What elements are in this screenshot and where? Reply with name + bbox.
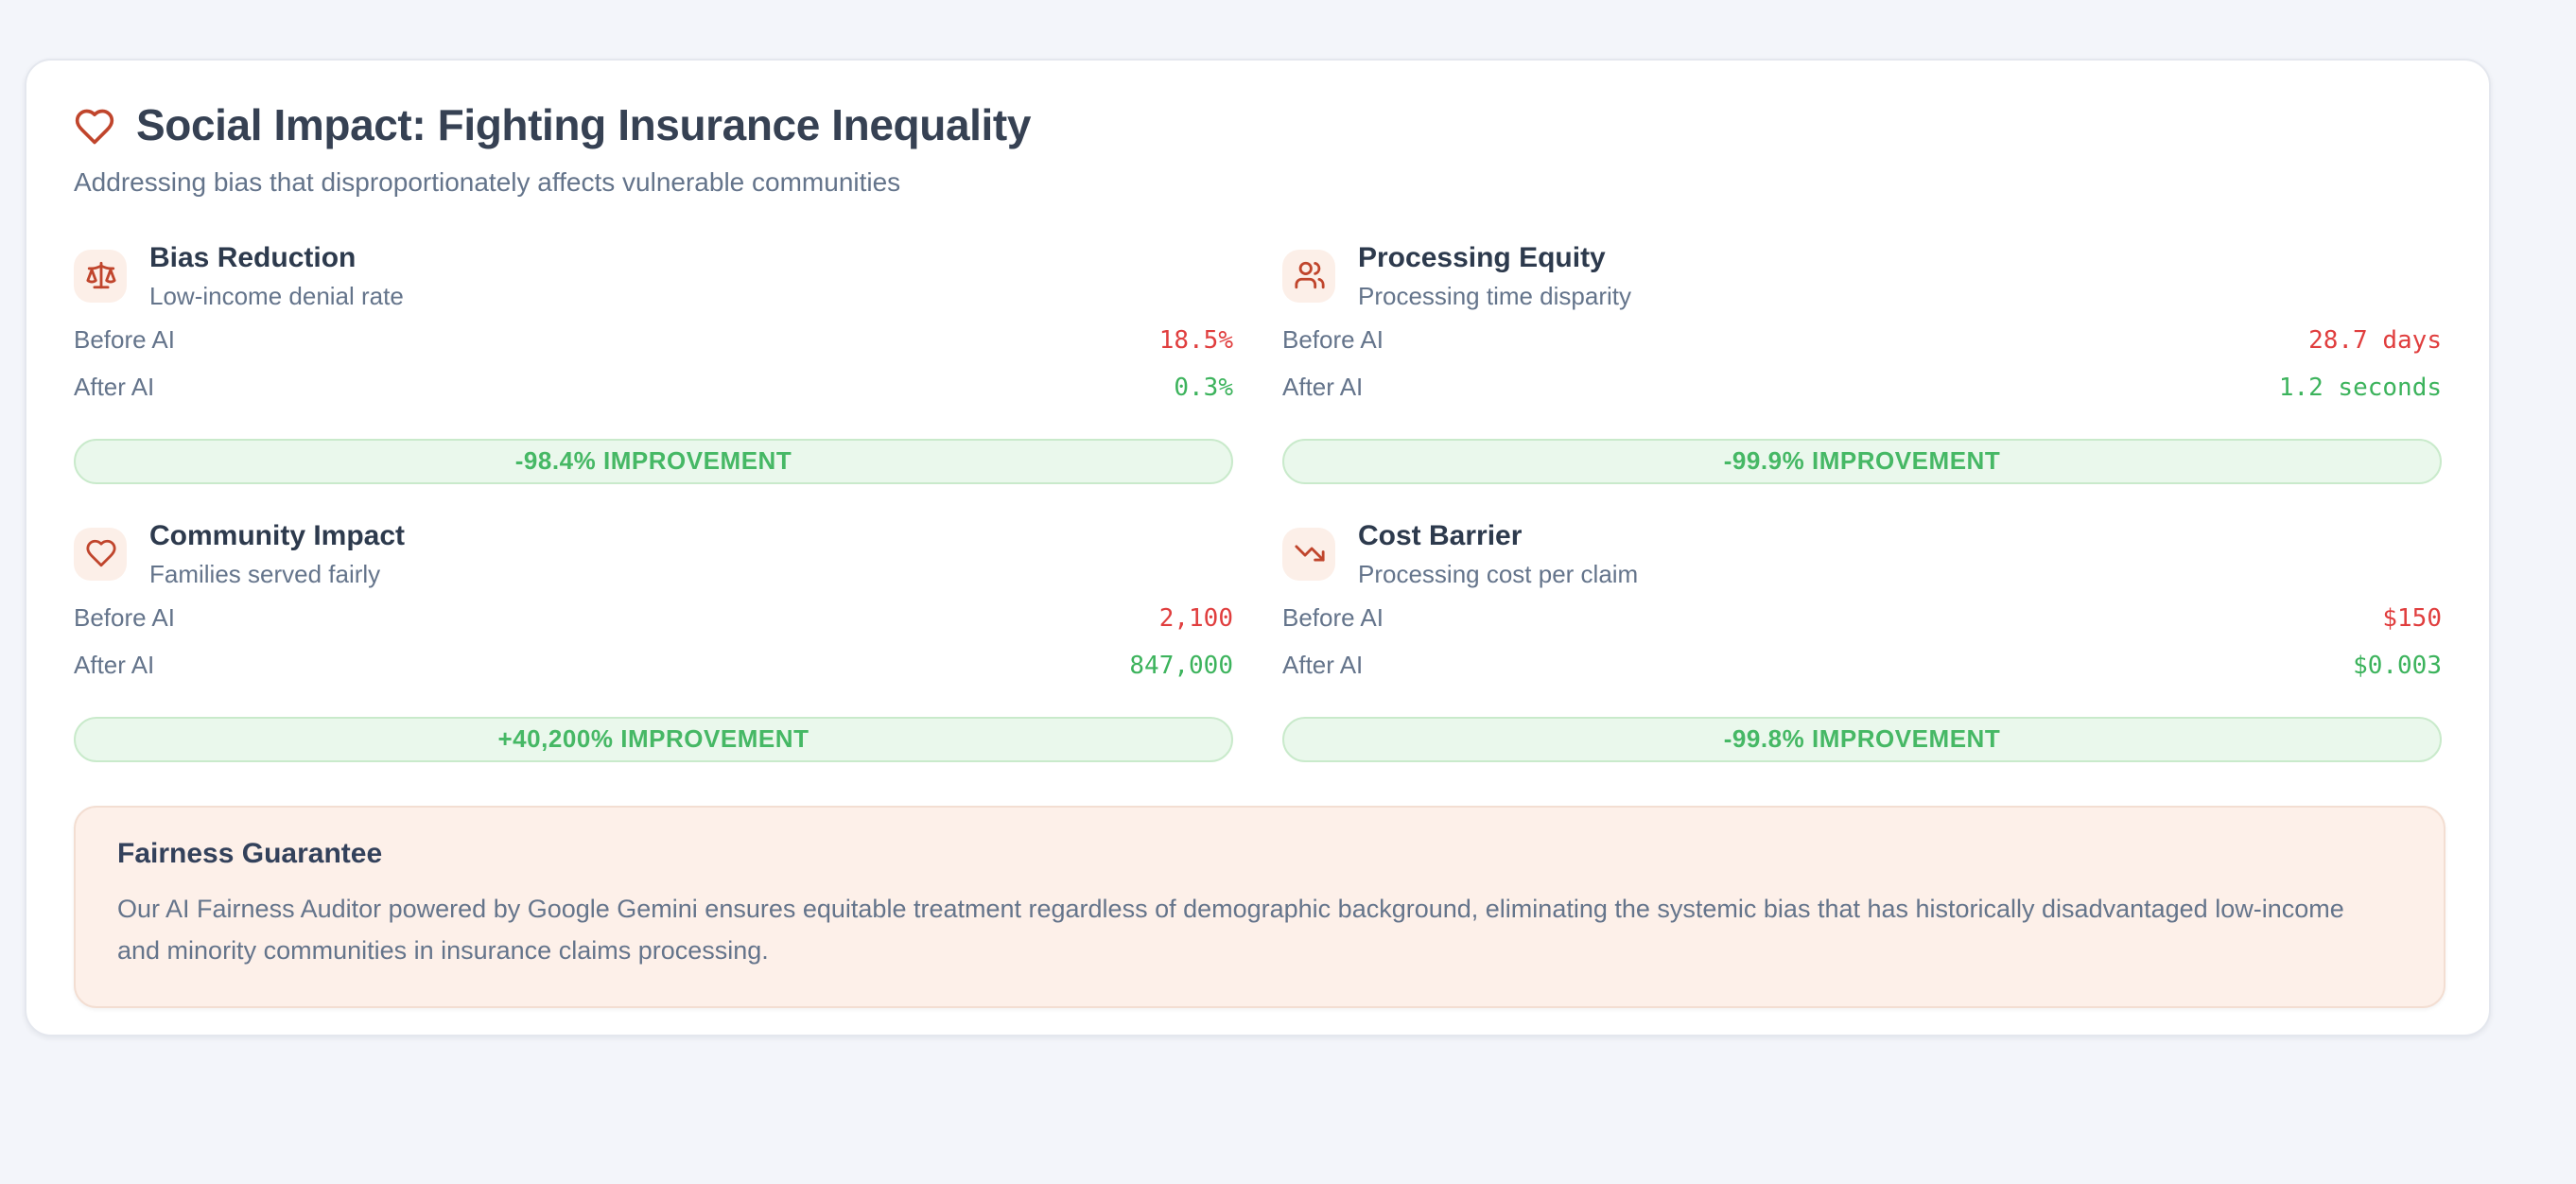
metric-rows: Before AI $150 After AI $0.003	[1282, 603, 2442, 698]
before-ai-row: Before AI $150	[1282, 603, 2442, 651]
before-ai-label: Before AI	[1282, 324, 1384, 354]
metric-icon-chip	[74, 527, 127, 581]
before-ai-row: Before AI 2,100	[74, 603, 1233, 651]
after-ai-row: After AI 847,000	[74, 651, 1233, 698]
trending-down-icon	[1294, 546, 1324, 563]
improvement-badge: -99.9% IMPROVEMENT	[1282, 438, 2442, 484]
page-title: Social Impact: Fighting Insurance Inequa…	[136, 100, 1031, 149]
before-ai-value: 2,100	[1158, 604, 1233, 634]
scales-icon	[85, 262, 115, 289]
after-ai-value: 1.2 seconds	[2278, 374, 2442, 403]
metric-rows: Before AI 18.5% After AI 0.3%	[74, 325, 1233, 420]
metric-header: Processing Equity Processing time dispar…	[1282, 243, 2442, 309]
before-ai-value: $150	[2382, 604, 2442, 634]
metric-icon-chip	[1282, 527, 1335, 581]
metric-card: Cost Barrier Processing cost per claim B…	[1282, 521, 2442, 762]
metric-rows: Before AI 28.7 days After AI 1.2 seconds	[1282, 325, 2442, 420]
before-ai-label: Before AI	[74, 602, 175, 632]
before-ai-value: 18.5%	[1158, 326, 1233, 356]
after-ai-label: After AI	[74, 650, 155, 679]
fairness-title: Fairness Guarantee	[117, 837, 383, 870]
metric-subtitle: Families served fairly	[149, 559, 381, 588]
before-ai-row: Before AI 28.7 days	[1282, 325, 2442, 373]
after-ai-row: After AI 0.3%	[74, 373, 1233, 420]
page-subtitle: Addressing bias that disproportionately …	[74, 165, 901, 197]
fairness-guarantee-box: Fairness Guarantee Our AI Fairness Audit…	[74, 805, 2445, 1009]
after-ai-value: 0.3%	[1174, 374, 1233, 403]
improvement-badge: -98.4% IMPROVEMENT	[74, 438, 1233, 484]
after-ai-value: $0.003	[2353, 652, 2442, 681]
metric-subtitle: Processing cost per claim	[1358, 559, 1639, 588]
fairness-body: Our AI Fairness Auditor powered by Googl…	[117, 894, 2344, 966]
metric-header: Bias Reduction Low-income denial rate	[74, 243, 1233, 309]
after-ai-row: After AI $0.003	[1282, 651, 2442, 698]
metric-card: Processing Equity Processing time dispar…	[1282, 243, 2442, 484]
after-ai-value: 847,000	[1129, 652, 1233, 681]
metric-card: Bias Reduction Low-income denial rate Be…	[74, 243, 1233, 484]
before-ai-value: 28.7 days	[2308, 326, 2442, 356]
metric-title: Community Impact	[149, 520, 406, 553]
metric-header: Cost Barrier Processing cost per claim	[1282, 521, 2442, 587]
metric-subtitle: Low-income denial rate	[149, 281, 404, 310]
social-impact-panel: Social Impact: Fighting Insurance Inequa…	[25, 59, 2491, 1036]
after-ai-row: After AI 1.2 seconds	[1282, 373, 2442, 420]
metrics-grid: Bias Reduction Low-income denial rate Be…	[74, 243, 2442, 762]
metric-title: Processing Equity	[1358, 242, 1606, 275]
page-header: Social Impact: Fighting Insurance Inequa…	[74, 98, 2442, 155]
heart-icon	[85, 540, 115, 567]
before-ai-label: Before AI	[1282, 602, 1384, 632]
metric-title: Bias Reduction	[149, 242, 357, 275]
after-ai-label: After AI	[1282, 372, 1364, 401]
after-ai-label: After AI	[1282, 650, 1364, 679]
users-icon	[1294, 262, 1324, 289]
metric-icon-chip	[1282, 249, 1335, 303]
improvement-badge: +40,200% IMPROVEMENT	[74, 716, 1233, 762]
improvement-badge: -99.8% IMPROVEMENT	[1282, 716, 2442, 762]
metric-rows: Before AI 2,100 After AI 847,000	[74, 603, 1233, 698]
before-ai-row: Before AI 18.5%	[74, 325, 1233, 373]
after-ai-label: After AI	[74, 372, 155, 401]
before-ai-label: Before AI	[74, 324, 175, 354]
metric-card: Community Impact Families served fairly …	[74, 521, 1233, 762]
metric-icon-chip	[74, 249, 127, 303]
heart-icon	[74, 106, 115, 148]
metric-title: Cost Barrier	[1358, 520, 1523, 553]
metric-subtitle: Processing time disparity	[1358, 281, 1631, 310]
metric-header: Community Impact Families served fairly	[74, 521, 1233, 587]
